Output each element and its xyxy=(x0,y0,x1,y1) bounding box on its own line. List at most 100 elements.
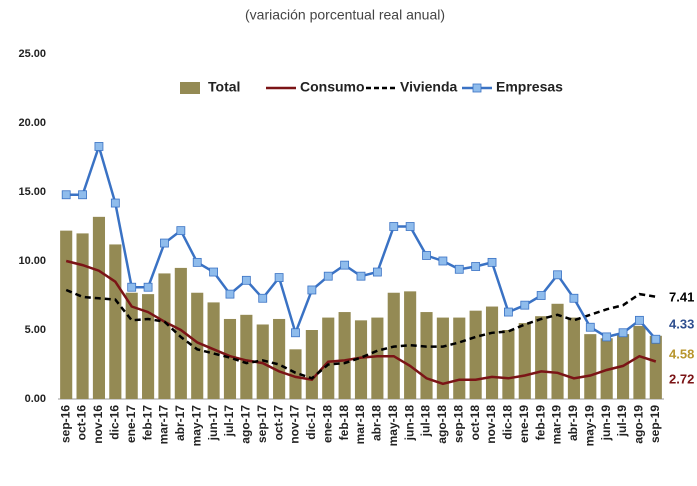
y-tick-label: 0.00 xyxy=(25,393,46,405)
bar xyxy=(600,338,613,399)
marker xyxy=(323,271,333,281)
x-tick-label: feb-18 xyxy=(337,405,351,441)
bar xyxy=(502,330,515,399)
x-tick-label: nov-17 xyxy=(288,405,302,444)
bar xyxy=(551,303,564,399)
marker xyxy=(553,270,562,280)
x-tick-label: ago-18 xyxy=(435,405,449,444)
marker xyxy=(356,271,366,281)
x-tick-label: may-18 xyxy=(386,405,400,447)
bar xyxy=(436,317,449,399)
end-label: 2.72 xyxy=(669,371,694,386)
bar xyxy=(371,317,384,399)
bar xyxy=(305,330,318,399)
marker xyxy=(422,251,431,260)
marker xyxy=(241,275,251,285)
y-tick-label: 25.00 xyxy=(18,48,46,60)
bar xyxy=(223,318,237,399)
x-tick-label: ene-17 xyxy=(124,405,138,443)
x-tick-label: ago-19 xyxy=(632,405,646,444)
bar xyxy=(485,306,499,399)
bar xyxy=(420,312,433,399)
marker xyxy=(192,257,202,267)
marker xyxy=(94,142,104,151)
chart-subtitle: (variación porcentual real anual) xyxy=(245,7,445,23)
marker xyxy=(127,282,137,292)
marker xyxy=(635,315,644,325)
marker xyxy=(487,257,497,267)
bar xyxy=(289,349,302,399)
end-label: 4.33 xyxy=(669,316,694,331)
marker xyxy=(307,285,317,295)
x-tick-label: ene-18 xyxy=(320,405,334,443)
x-tick-label: jul-19 xyxy=(615,405,629,438)
x-tick-label: oct-16 xyxy=(75,405,89,441)
x-tick-label: nov-18 xyxy=(484,405,498,444)
marker xyxy=(651,334,661,344)
x-tick-label: abr-17 xyxy=(173,405,187,441)
marker xyxy=(585,322,595,332)
bar xyxy=(256,324,269,399)
x-tick-label: sep-17 xyxy=(255,405,269,443)
marker xyxy=(372,267,382,277)
x-tick-label: ago-17 xyxy=(239,405,253,444)
x-tick-label: nov-16 xyxy=(91,405,105,444)
bar xyxy=(633,325,646,399)
y-tick-label: 15.00 xyxy=(18,186,46,198)
marker xyxy=(291,328,300,338)
marker xyxy=(340,260,350,270)
bar xyxy=(584,334,597,399)
marker xyxy=(454,264,464,274)
line xyxy=(66,142,657,341)
legend-label: Total xyxy=(208,79,240,95)
marker xyxy=(110,198,120,208)
legend-label: Empresas xyxy=(496,79,563,95)
x-tick-label: jun-18 xyxy=(402,405,416,442)
x-tick-label: feb-19 xyxy=(533,405,547,441)
x-tick-label: dic-18 xyxy=(501,405,515,440)
marker xyxy=(438,256,448,266)
marker xyxy=(602,332,612,342)
marker xyxy=(520,300,530,310)
legend-label: Consumo xyxy=(300,79,365,95)
x-tick-label: abr-19 xyxy=(566,405,580,441)
marker xyxy=(143,282,153,292)
bar xyxy=(518,323,531,399)
bar xyxy=(240,314,253,399)
bar xyxy=(535,316,548,399)
x-tick-label: dic-16 xyxy=(107,405,121,440)
bar xyxy=(174,267,187,399)
x-tick-label: mar-18 xyxy=(353,405,367,445)
bar xyxy=(60,230,73,399)
x-tick-label: oct-18 xyxy=(468,405,482,441)
marker xyxy=(618,328,628,338)
marker xyxy=(61,190,71,200)
bar xyxy=(76,233,89,399)
end-label: 7.41 xyxy=(669,289,694,304)
marker xyxy=(405,222,415,231)
marker xyxy=(209,267,218,277)
x-tick-label: sep-18 xyxy=(451,405,465,443)
x-tick-label: sep-19 xyxy=(648,405,662,443)
x-tick-label: ene-19 xyxy=(517,405,531,443)
marker xyxy=(536,291,546,300)
x-tick-label: jun-17 xyxy=(206,405,220,442)
x-tick-label: may-17 xyxy=(189,405,203,447)
bar xyxy=(191,292,204,399)
y-tick-label: 10.00 xyxy=(18,255,46,267)
y-tick-label: 20.00 xyxy=(18,117,46,129)
x-tick-label: mar-19 xyxy=(550,405,564,445)
bar xyxy=(354,320,368,399)
bar xyxy=(649,335,662,399)
legend-swatch xyxy=(180,82,200,94)
marker xyxy=(389,222,399,231)
line xyxy=(65,288,656,380)
bar xyxy=(338,312,351,399)
marker xyxy=(569,293,579,303)
legend-label: Vivienda xyxy=(400,79,458,95)
marker xyxy=(274,273,284,282)
marker xyxy=(176,226,186,236)
bar xyxy=(92,216,106,399)
x-tick-label: jul-18 xyxy=(419,405,433,438)
